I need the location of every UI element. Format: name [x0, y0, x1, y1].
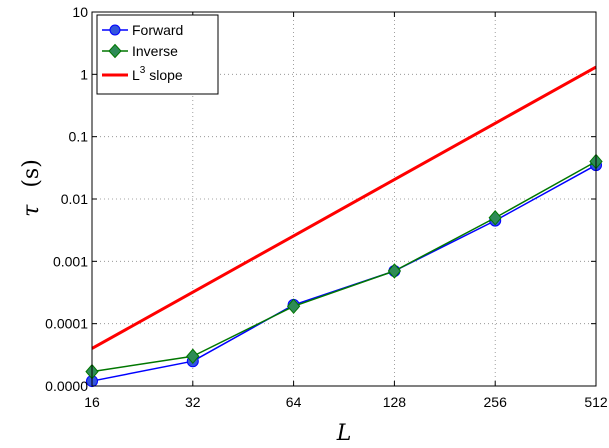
legend-item-inverse: Inverse [102, 43, 178, 59]
series-layer [85, 65, 603, 388]
y-tick-label: 0.01 [61, 191, 88, 207]
legend-item-l3-slope: L3 slope [102, 65, 183, 83]
legend: Forward Inverse L3 slope [96, 14, 219, 95]
y-tick-label: 0.0000 [45, 378, 88, 394]
x-axis-label: L [336, 421, 352, 446]
y-tick-label: 0.0001 [45, 316, 88, 332]
ticks [91, 11, 597, 387]
data-point-inverse [186, 348, 200, 365]
svg-text:τ (s): τ (s) [19, 159, 44, 217]
x-tick-label: 64 [286, 394, 302, 410]
legend-label-forward: Forward [132, 22, 183, 38]
y-tick-label: 0.1 [69, 129, 89, 145]
y-axis-label-unit: (s) [19, 159, 44, 187]
legend-item-forward: Forward [102, 22, 183, 38]
legend-marker-forward [109, 24, 121, 36]
y-axis-label: τ (s) [19, 159, 44, 217]
series-line-l3-slope [91, 65, 597, 350]
legend-marker-inverse [108, 43, 122, 59]
legend-label-l3-slope: L3 slope [132, 65, 183, 83]
x-tick-label: 512 [584, 394, 608, 410]
y-tick-label: 10 [72, 4, 88, 20]
y-tick-label: 1 [80, 66, 88, 82]
x-tick-label: 256 [484, 394, 508, 410]
data-point-inverse [488, 209, 502, 226]
series-line-inverse [91, 160, 597, 373]
x-tick-labels: 16 32 64 128 256 512 [84, 394, 608, 410]
x-tick-label: 32 [185, 394, 201, 410]
y-axis-label-symbol: τ [19, 204, 44, 217]
x-tick-label: 128 [383, 394, 407, 410]
legend-label-inverse: Inverse [132, 43, 178, 59]
y-tick-labels: 0.0000 0.0001 0.001 0.01 0.1 1 10 [45, 4, 88, 394]
series-inverse [85, 153, 603, 380]
series-l3-slope [91, 65, 597, 350]
data-point-inverse [387, 263, 402, 279]
series-forward [86, 159, 602, 388]
y-tick-label: 0.001 [53, 253, 88, 269]
data-point-inverse [286, 298, 301, 315]
x-tick-label: 16 [84, 394, 100, 410]
series-line-forward [91, 164, 597, 382]
